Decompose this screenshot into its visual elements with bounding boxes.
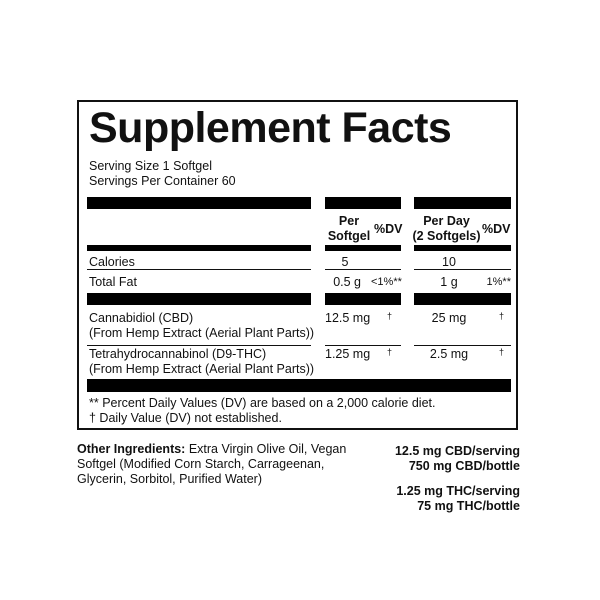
divider-bar	[87, 197, 311, 209]
row-dv2: †	[499, 347, 505, 357]
servings-per-container: Servings Per Container 60	[89, 174, 236, 188]
row-divider	[414, 269, 511, 270]
divider-bar	[414, 197, 511, 209]
row-dv2: 1%**	[486, 276, 511, 288]
thc-potency: 1.25 mg THC/serving 75 mg THC/bottle	[396, 484, 520, 513]
row-divider	[325, 269, 401, 270]
row-name: Calories	[89, 255, 135, 269]
header-dv2: %DV	[482, 222, 511, 236]
divider-bar	[87, 245, 311, 251]
row-divider	[414, 345, 511, 346]
row-name: Total Fat	[89, 275, 137, 289]
row-divider	[325, 345, 401, 346]
divider-bar	[87, 379, 511, 392]
header-per-day: Per Day (2 Softgels)	[412, 214, 481, 243]
divider-bar	[325, 293, 401, 305]
row-per-softgel: 1.25 mg	[325, 347, 371, 361]
row-per-softgel: 0.5 g	[333, 275, 361, 289]
row-per-day: 1 g	[440, 275, 458, 289]
row-per-day: 10	[442, 255, 456, 269]
other-ingredients: Other Ingredients: Extra Virgin Olive Oi…	[77, 442, 347, 486]
divider-bar	[414, 245, 511, 251]
divider-bar	[325, 197, 401, 209]
row-divider	[87, 269, 311, 270]
row-per-day: 25 mg	[431, 311, 467, 325]
footnote: † Daily Value (DV) not established.	[89, 411, 282, 425]
row-name: Tetrahydrocannabinol (D9-THC) (From Hemp …	[89, 347, 315, 376]
divider-bar	[87, 293, 311, 305]
row-dv1: <1%**	[371, 276, 402, 288]
row-per-day: 2.5 mg	[429, 347, 469, 361]
panel-title: Supplement Facts	[89, 104, 452, 152]
row-name: Cannabidiol (CBD) (From Hemp Extract (Aer…	[89, 311, 315, 340]
row-divider	[87, 345, 311, 346]
row-dv2: †	[499, 311, 505, 321]
row-per-softgel: 12.5 mg	[325, 311, 371, 325]
cbd-potency: 12.5 mg CBD/serving 750 mg CBD/bottle	[394, 444, 520, 473]
header-per-softgel: Per Softgel	[327, 214, 371, 243]
serving-size: Serving Size 1 Softgel	[89, 159, 212, 173]
divider-bar	[325, 245, 401, 251]
header-dv1: %DV	[374, 222, 403, 236]
row-dv1: †	[387, 347, 393, 357]
row-dv1: †	[387, 311, 393, 321]
footnote: ** Percent Daily Values (DV) are based o…	[89, 396, 436, 410]
row-per-softgel: 5	[341, 255, 349, 269]
divider-bar	[414, 293, 511, 305]
supplement-facts-panel: Supplement Facts Serving Size 1 Softgel …	[77, 100, 518, 430]
